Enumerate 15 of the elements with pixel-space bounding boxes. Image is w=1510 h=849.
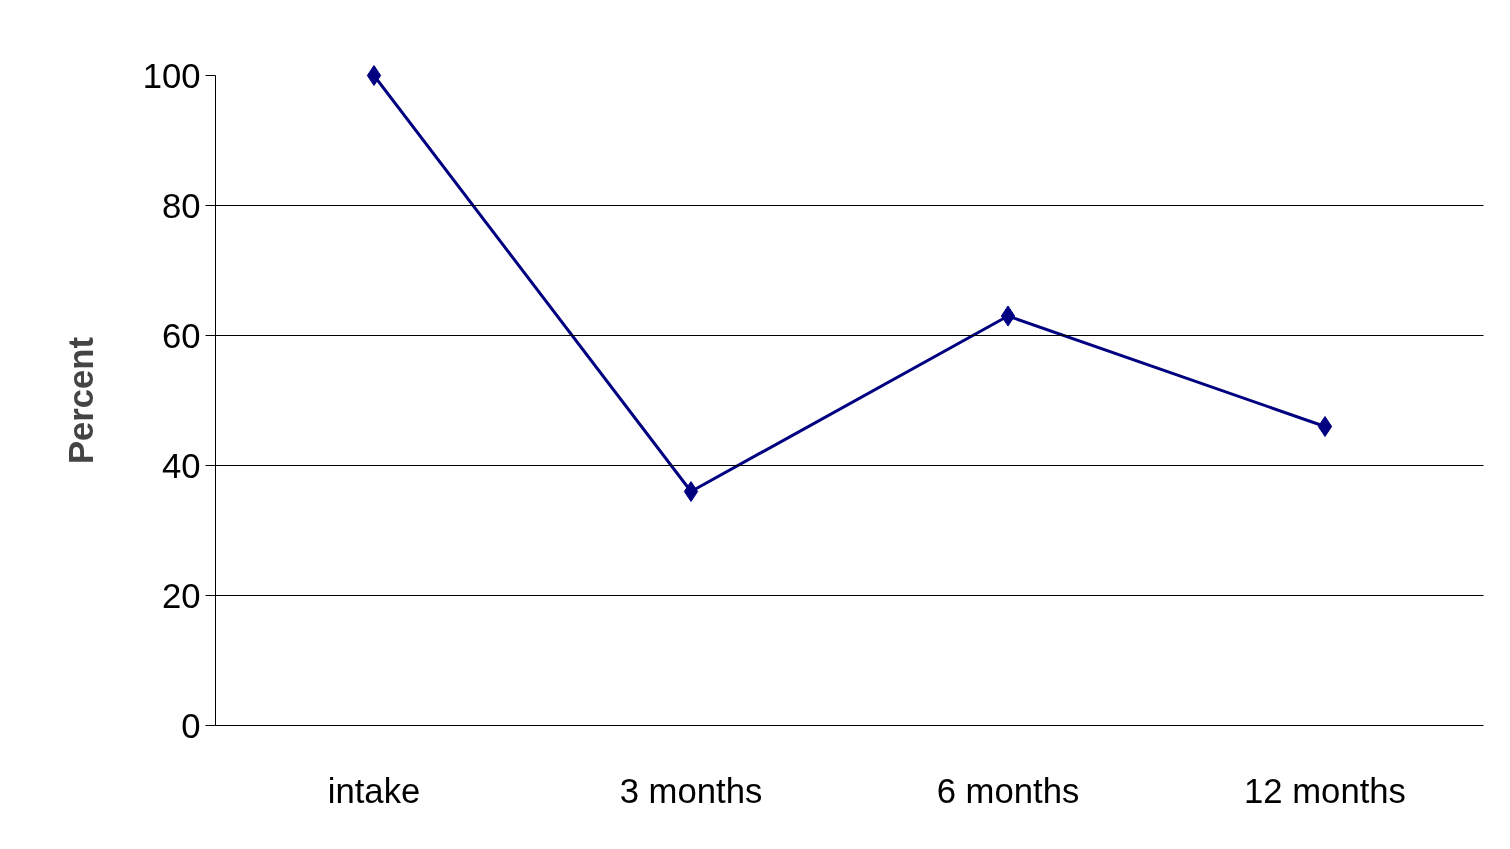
x-tick-label: 12 months [1244, 771, 1406, 810]
x-tick-label: 3 months [619, 771, 763, 810]
y-tick-label: 60 [161, 316, 201, 355]
point [683, 481, 699, 502]
y-tick-label: 20 [161, 576, 201, 615]
y-tick-label: 40 [161, 446, 201, 485]
y-tick-label: 0 [181, 706, 201, 745]
y-axis-title: Percent [61, 336, 100, 465]
point [1000, 305, 1016, 327]
point [1317, 416, 1333, 437]
y-tick-label: 100 [142, 56, 201, 95]
x-tick-label: 6 months [936, 771, 1080, 810]
y-tick-label: 80 [161, 186, 201, 225]
x-tick-label: intake [327, 771, 421, 810]
point [366, 65, 382, 86]
